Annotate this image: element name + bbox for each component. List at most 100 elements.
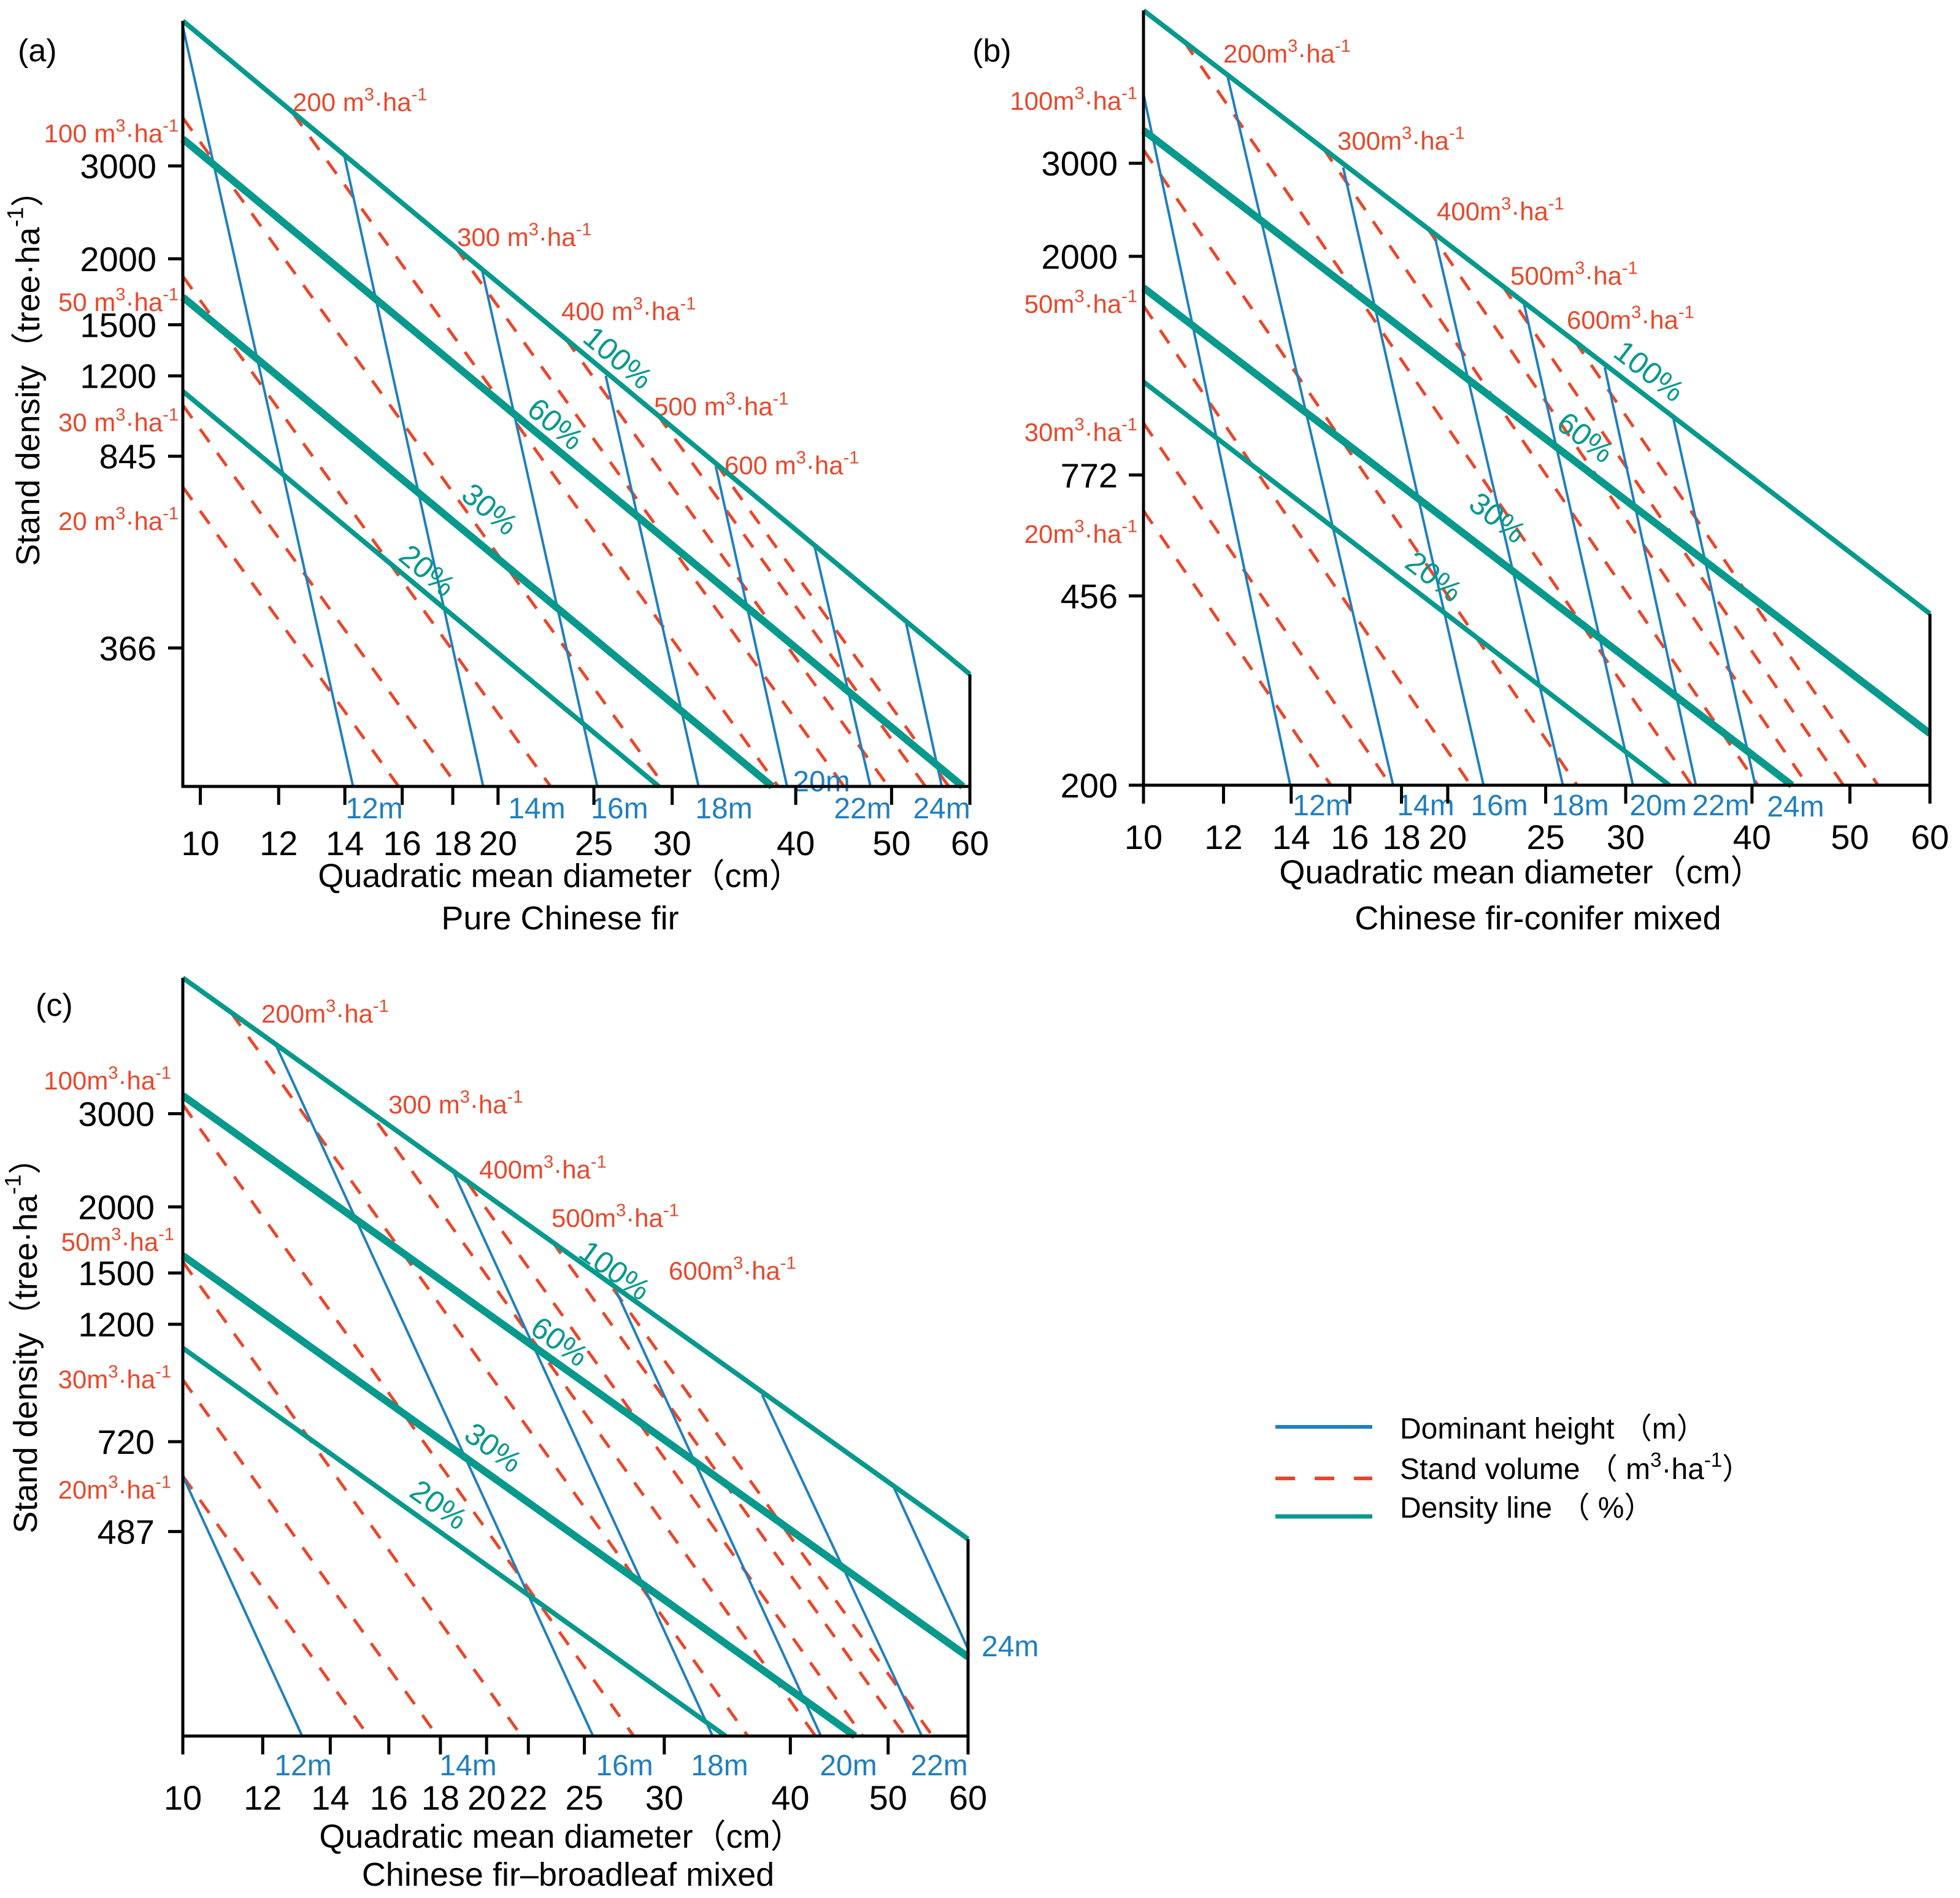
density-line	[181, 18, 972, 677]
volume-line	[181, 1475, 370, 1737]
volume-line	[1183, 40, 1693, 786]
x-tick-label: 10	[164, 1778, 202, 1817]
density-label: 20%	[1399, 544, 1469, 609]
y-tick-label: 3000	[80, 147, 156, 185]
x-tick-label: 50	[869, 1778, 907, 1817]
y-tick-label: 3000	[1041, 144, 1118, 183]
height-line	[1434, 239, 1564, 786]
y-tick-label: 200	[1061, 766, 1118, 805]
density-line	[181, 975, 970, 1542]
density-label: 30%	[458, 1416, 528, 1480]
volume-label: 300m3·ha-1	[1337, 123, 1465, 155]
x-tick-label: 12	[1204, 818, 1242, 856]
height-line	[893, 1488, 969, 1650]
x-tick-label: 60	[949, 1778, 987, 1817]
x-tick-label: 14	[311, 1778, 349, 1817]
height-label: 22m	[910, 1750, 967, 1782]
volume-label: 30 m3·ha-1	[58, 405, 179, 437]
height-label: 20m	[820, 1750, 877, 1782]
x-tick-label: 18	[1382, 818, 1420, 856]
volume-line	[1142, 304, 1472, 786]
height-line	[182, 1475, 304, 1737]
density-line	[1142, 380, 1671, 788]
x-tick-label: 22	[509, 1778, 547, 1817]
y-tick-label: 3000	[78, 1094, 155, 1133]
height-label: 18m	[691, 1750, 748, 1782]
volume-label: 200m3·ha-1	[261, 996, 389, 1028]
density-line	[181, 389, 661, 789]
legend-height-label: Dominant height （m）	[1400, 1413, 1706, 1445]
x-tick-label: 30	[1607, 818, 1645, 856]
volume-line	[291, 112, 780, 788]
density-label: 100%	[573, 1234, 657, 1307]
x-tick-label: 50	[872, 824, 910, 863]
x-tick-label: 40	[1733, 818, 1771, 856]
y-tick-label: 2000	[1041, 237, 1118, 276]
x-tick-label: 20	[467, 1778, 505, 1817]
height-label: 12m	[345, 793, 402, 825]
height-label: 12m	[274, 1750, 331, 1782]
x-tick-label: 12	[259, 824, 298, 863]
y-tick-label: 2000	[78, 1188, 155, 1226]
y-tick-label: 1500	[80, 305, 156, 344]
height-label: 14m	[1397, 790, 1454, 822]
y-tick-label: 1200	[78, 1305, 155, 1344]
height-line	[1342, 167, 1485, 786]
height-label: 20m	[1629, 790, 1686, 822]
x-tick-label: 40	[777, 824, 815, 863]
chart-panel-c: 20m3·ha-1 30m3·ha-1 50m3·ha-1 100m3·ha-1 200…	[0, 975, 1039, 1893]
density-line	[181, 1346, 728, 1739]
x-axis-title: Quadratic mean diameter（cm）	[319, 1818, 803, 1855]
x-tick-label: 25	[575, 824, 613, 863]
density-line	[1142, 8, 1932, 616]
y-tick-label: 845	[99, 437, 156, 476]
chart-panel-b: 20m3·ha-1 30m3·ha-1 50m3·ha-1 100m3·ha-1 200…	[972, 8, 1949, 937]
height-label: 22m	[1692, 790, 1749, 822]
volume-line	[612, 1288, 934, 1737]
density-line	[1141, 127, 1932, 737]
volume-line	[453, 246, 845, 788]
y-tick-label: 1200	[80, 357, 156, 396]
height-line	[1603, 367, 1697, 786]
volume-label: 50 m3·ha-1	[58, 285, 179, 317]
x-tick-label: 10	[1124, 818, 1163, 856]
height-line	[904, 618, 943, 787]
density-line	[180, 294, 775, 790]
x-tick-label: 14	[326, 824, 364, 863]
x-tick-label: 16	[383, 824, 421, 863]
volume-line	[181, 117, 666, 788]
volume-label: 400m3·ha-1	[479, 1152, 607, 1184]
volume-label: 50m3·ha-1	[61, 1224, 174, 1256]
volume-label: 600m3·ha-1	[1567, 302, 1694, 334]
height-label: 22m	[834, 793, 891, 825]
y-tick-label: 772	[1061, 456, 1118, 494]
y-axis-title: Stand density（tree·ha-1）	[2, 174, 47, 566]
volume-line	[230, 1012, 750, 1737]
volume-line	[181, 1261, 523, 1737]
volume-label: 30m3·ha-1	[1024, 415, 1137, 447]
x-tick-label: 10	[181, 824, 219, 863]
volume-label: 30m3·ha-1	[58, 1362, 171, 1394]
volume-label: 400 m3·ha-1	[561, 294, 696, 326]
volume-line	[181, 404, 459, 788]
x-tick-label: 18	[421, 1778, 459, 1817]
height-line	[182, 26, 355, 787]
x-axis-title: Quadratic mean diameter（cm）	[318, 858, 802, 894]
volume-label: 400m3·ha-1	[1437, 194, 1564, 226]
x-tick-label: 25	[565, 1778, 603, 1817]
panel-title: Chinese fir-conifer mixed	[1355, 900, 1721, 937]
volume-label: 100 m3·ha-1	[44, 116, 179, 148]
volume-line	[1142, 148, 1578, 786]
volume-line	[1142, 510, 1332, 786]
height-label: 16m	[1470, 790, 1528, 822]
panel-tag: (a)	[18, 33, 57, 69]
x-tick-label: 12	[244, 1778, 282, 1817]
panel-tag: (c)	[36, 988, 73, 1023]
legend-volume-label: Stand volume （ m3·ha-1）	[1400, 1448, 1751, 1486]
height-line	[615, 1291, 823, 1737]
volume-line	[466, 1182, 864, 1737]
y-axis-title: Stand density（tree·ha-1）	[0, 1141, 44, 1533]
volume-label: 600m3·ha-1	[669, 1253, 796, 1285]
volume-line	[1573, 339, 1880, 786]
x-tick-label: 18	[434, 824, 472, 863]
